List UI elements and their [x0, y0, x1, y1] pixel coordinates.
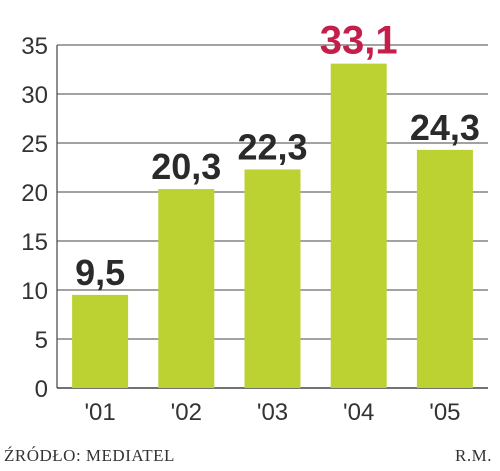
source-note: ŹRÓDŁO: MEDIATEL [4, 446, 175, 465]
data-label: 33,1 [320, 19, 398, 63]
bar-05 [416, 149, 473, 388]
x-tick-label: '01 [84, 399, 115, 426]
y-tick-label: 5 [35, 327, 48, 354]
data-label: 20,3 [151, 146, 221, 187]
author-credit: R.M. [455, 446, 492, 465]
y-tick-label: 0 [35, 376, 48, 403]
data-label: 22,3 [237, 126, 307, 167]
y-tick-label: 35 [21, 33, 48, 60]
bar-02 [158, 189, 215, 388]
x-tick-label: '04 [343, 399, 374, 426]
y-tick-label: 15 [21, 229, 48, 256]
y-tick-label: 25 [21, 131, 48, 158]
bar-01 [72, 294, 129, 388]
y-tick-label: 30 [21, 82, 48, 109]
value-labels: 9,5 20,3 22,3 33,1 24,3 [75, 19, 480, 293]
x-tick-label: '03 [257, 399, 288, 426]
bar-04 [330, 63, 387, 389]
x-axis-ticks: '01 '02 '03 '04 '05 [84, 399, 460, 426]
x-tick-label: '05 [429, 399, 460, 426]
y-tick-label: 20 [21, 180, 48, 207]
bars [72, 63, 473, 389]
x-tick-label: '02 [171, 399, 202, 426]
y-tick-label: 10 [21, 278, 48, 305]
bar-03 [244, 169, 301, 388]
data-label: 24,3 [410, 107, 480, 148]
data-label: 9,5 [75, 252, 125, 293]
y-axis-ticks: 0 5 10 15 20 25 30 35 [21, 33, 48, 403]
